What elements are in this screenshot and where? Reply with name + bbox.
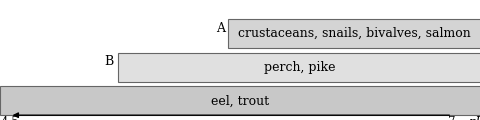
Text: perch, pike: perch, pike xyxy=(263,61,335,74)
Text: B: B xyxy=(105,55,114,68)
Text: crustaceans, snails, bivalves, salmon: crustaceans, snails, bivalves, salmon xyxy=(238,27,470,40)
Bar xyxy=(118,53,480,82)
Text: A: A xyxy=(215,22,224,35)
Text: 4.5: 4.5 xyxy=(0,116,19,120)
Text: pH: pH xyxy=(468,116,480,120)
Text: eel, trout: eel, trout xyxy=(211,94,269,107)
Bar xyxy=(228,19,480,48)
Text: 7: 7 xyxy=(447,116,455,120)
Bar xyxy=(0,86,480,115)
